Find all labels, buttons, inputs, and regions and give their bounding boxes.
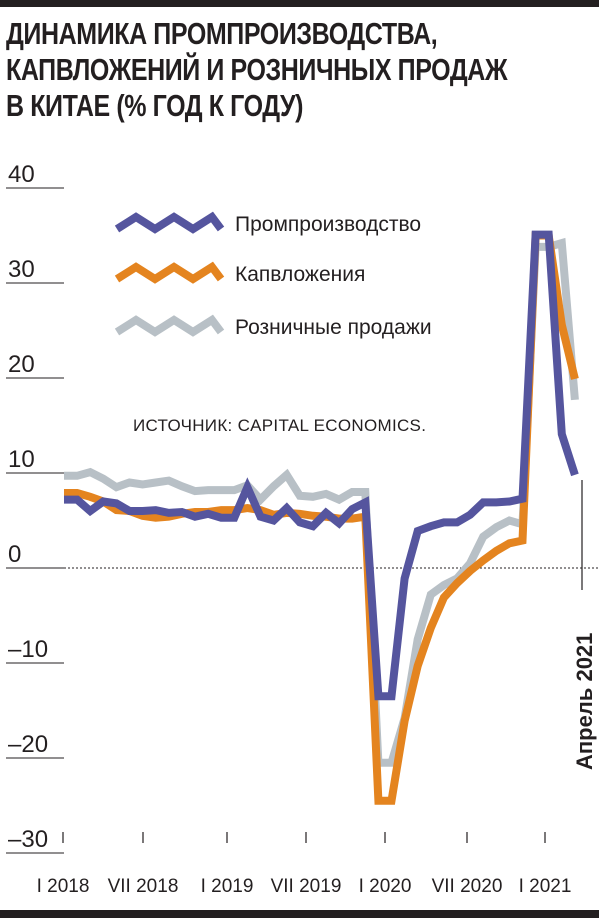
y-axis: 40 30 20 10 0 –10 –20 –30 — [6, 161, 64, 854]
legend: Промпроизводство Капвложения Розничные про… — [114, 211, 432, 339]
x-tick-label: I 2019 — [201, 876, 254, 897]
x-tick-label: VII 2020 — [432, 876, 503, 897]
y-tick-label: 0 — [8, 541, 21, 568]
series-line-0 — [64, 230, 579, 701]
series-line-2 — [64, 237, 579, 767]
y-tick-label: 20 — [8, 351, 35, 378]
y-tick-label: 40 — [8, 161, 35, 188]
bottom-rule — [0, 910, 599, 918]
chart-title: ДИНАМИКА ПРОМПРОИЗВОДСТВА, КАПВЛОЖЕНИЙ И… — [6, 16, 508, 124]
x-tick-label: VII 2019 — [271, 876, 342, 897]
legend-swatch — [114, 211, 225, 234]
x-axis: I 2018 VII 2018 I 2019 VII 2019 I 2020 VII 20… — [37, 832, 572, 897]
marker-label: Апрель 2021 — [572, 633, 597, 770]
legend-swatch — [114, 314, 225, 337]
chart-title-line-3: В КИТАЕ (% ГОД К ГОДУ) — [6, 89, 304, 123]
date-marker: Апрель 2021 — [572, 480, 597, 770]
legend-swatch — [114, 261, 225, 284]
legend-label: Розничные продажи — [235, 316, 432, 339]
y-tick-label: 30 — [8, 256, 35, 283]
legend-label: Промпроизводство — [235, 213, 421, 236]
source-note: ИСТОЧНИК: CAPITAL ECONOMICS. — [133, 416, 426, 435]
y-tick-label: –30 — [8, 826, 48, 853]
top-rule — [0, 0, 599, 7]
chart-title-line-1: ДИНАМИКА ПРОМПРОИЗВОДСТВА, — [6, 17, 438, 51]
y-tick-label: 10 — [8, 446, 35, 473]
series-lines — [64, 230, 579, 805]
x-tick-label: I 2021 — [519, 876, 572, 897]
x-tick-label: I 2018 — [37, 876, 90, 897]
x-tick-label: I 2020 — [359, 876, 412, 897]
x-tick-label: VII 2018 — [108, 876, 179, 897]
y-tick-label: –10 — [8, 636, 48, 663]
legend-label: Капвложения — [235, 263, 365, 286]
y-tick-label: –20 — [8, 731, 48, 758]
chart-title-line-2: КАПВЛОЖЕНИЙ И РОЗНИЧНЫХ ПРОДАЖ — [6, 53, 508, 87]
